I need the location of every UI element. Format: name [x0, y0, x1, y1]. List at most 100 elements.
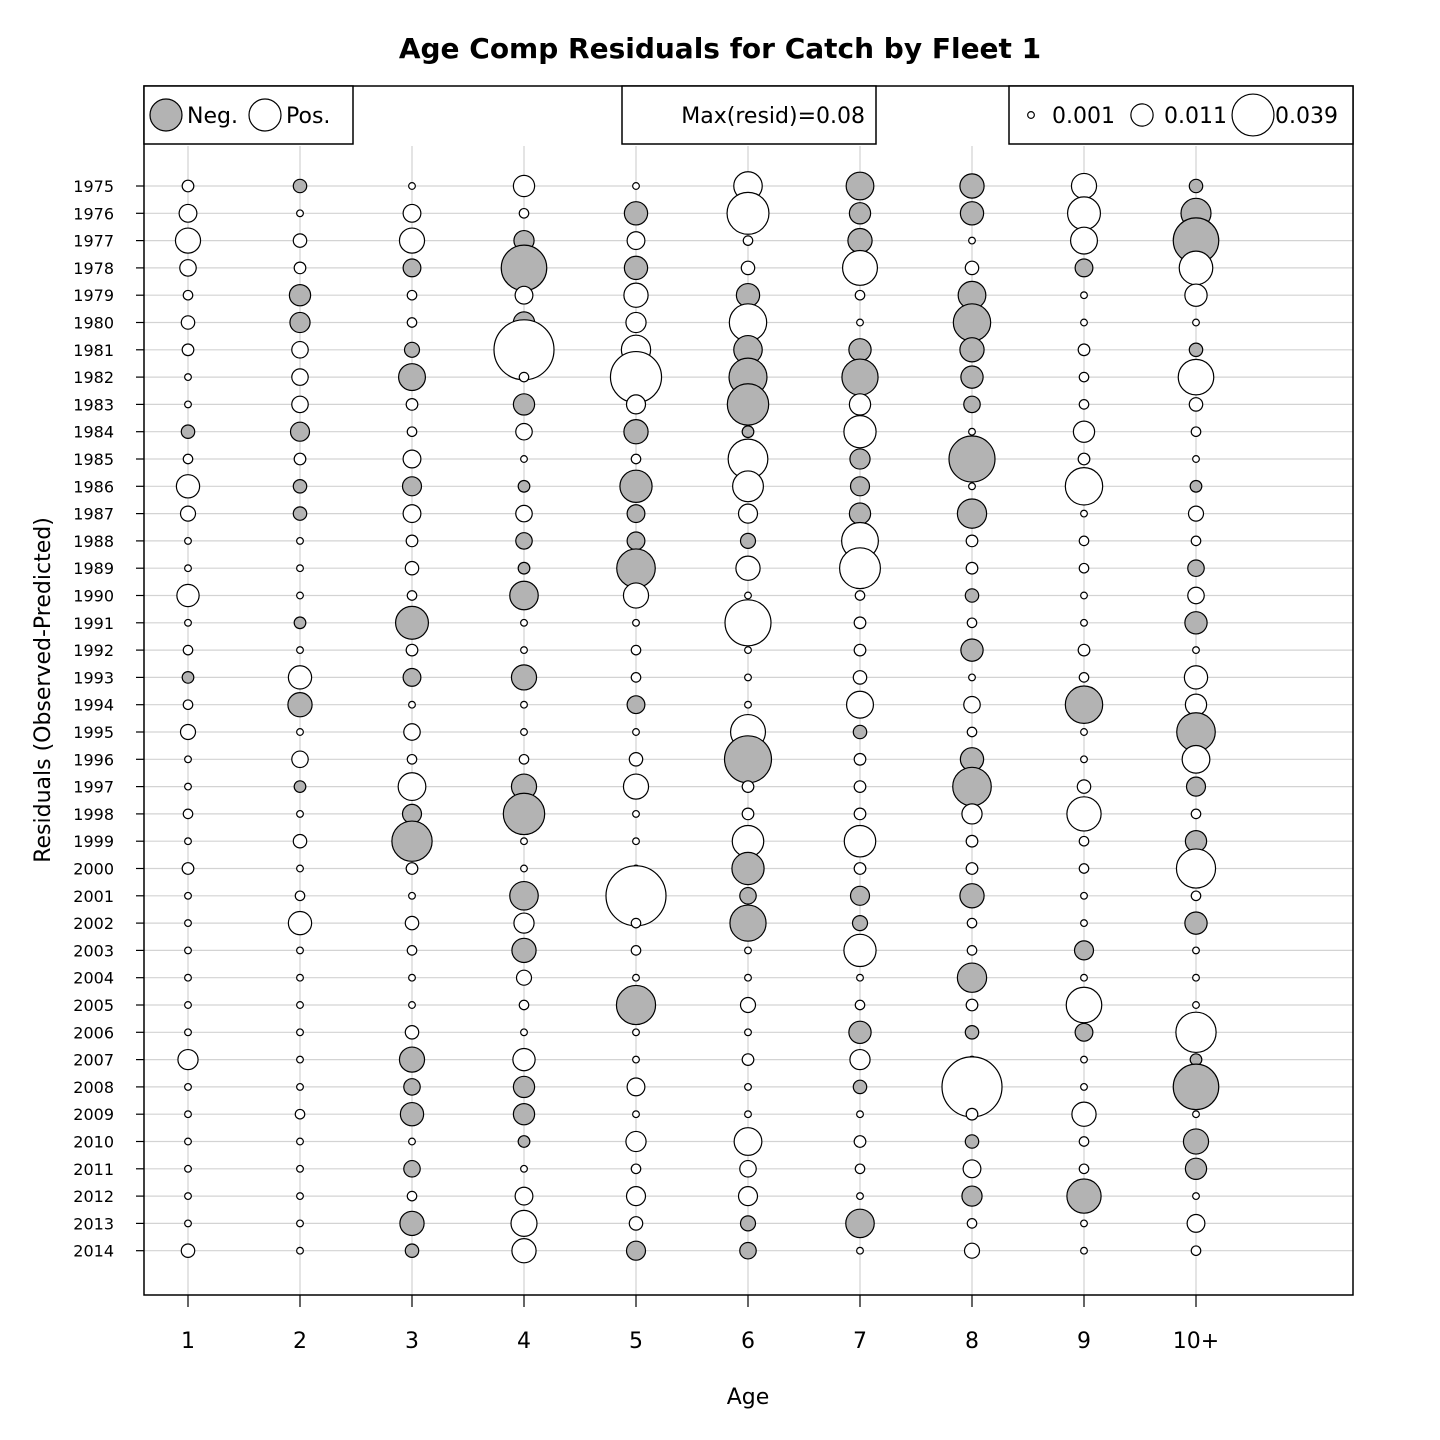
- residual-bubble: [741, 1053, 755, 1067]
- residual-bubble: [616, 548, 656, 589]
- residual-bubble: [733, 1127, 763, 1156]
- residual-bubble: [630, 917, 642, 929]
- residual-bubble: [965, 998, 979, 1012]
- residual-bubble: [959, 337, 985, 363]
- residual-bubble: [181, 343, 195, 357]
- y-tick-label: 1996: [73, 750, 114, 769]
- y-tick-label: 1975: [73, 177, 114, 196]
- residual-bubble: [841, 358, 879, 396]
- y-tick-label: 1978: [73, 259, 114, 278]
- y-tick-label: 2000: [73, 860, 114, 879]
- residual-bubble: [292, 478, 308, 494]
- y-tick-label: 1998: [73, 805, 114, 824]
- residual-bubble: [520, 700, 528, 709]
- residual-bubble: [848, 338, 872, 362]
- residual-bubble: [404, 560, 420, 576]
- x-tick-labels: 1 2 3 4 5 6 7 8 9 10+: [181, 1295, 1219, 1354]
- residual-bubble: [406, 289, 418, 301]
- residual-bubble: [849, 885, 871, 906]
- residual-bubble: [289, 311, 311, 334]
- legend-sizes: 0.001 0.011 0.039: [1008, 85, 1354, 145]
- residual-bubble: [739, 996, 757, 1014]
- residual-bubble: [293, 616, 307, 630]
- residual-bubble: [1187, 586, 1205, 605]
- residual-bubble: [744, 1110, 752, 1119]
- residual-bubble: [1073, 940, 1095, 961]
- residual-bubble: [293, 780, 307, 794]
- bubbles: [174, 171, 1220, 1264]
- y-tick-label: 1990: [73, 587, 114, 606]
- residual-bubble: [843, 824, 877, 858]
- residual-bubble: [404, 1243, 420, 1259]
- residual-bubble: [966, 1218, 978, 1229]
- residual-bubble: [512, 1047, 536, 1072]
- residual-bubble: [398, 1046, 426, 1073]
- x-axis-label: Age: [727, 1385, 770, 1410]
- y-tick-label: 1982: [73, 368, 114, 387]
- residual-bubble: [1080, 618, 1088, 627]
- residual-bubble: [515, 504, 533, 523]
- legend-size-marker-0: [1027, 111, 1035, 119]
- residual-bubble: [1190, 1245, 1202, 1257]
- y-tick-label: 1991: [73, 614, 114, 633]
- residual-bubble: [403, 1159, 421, 1178]
- residual-bubble: [741, 425, 755, 439]
- legend-max-label: Max(resid)=0.08: [681, 104, 865, 129]
- chart-title: Age Comp Residuals for Catch by Fleet 1: [399, 32, 1041, 65]
- residual-bubble: [296, 591, 304, 600]
- residual-bubble: [520, 646, 528, 655]
- residual-bubble: [856, 318, 864, 327]
- residual-bubble: [288, 283, 312, 307]
- residual-bubble: [966, 917, 978, 929]
- residual-bubble: [1192, 1001, 1200, 1009]
- residual-bubble: [849, 448, 871, 470]
- residual-bubble: [398, 227, 426, 254]
- residual-bubble: [1078, 399, 1090, 410]
- y-tick-label: 2014: [73, 1242, 114, 1261]
- y-tick-label: 1983: [73, 395, 114, 414]
- x-tick-label: 7: [853, 1329, 867, 1354]
- residual-bubble: [965, 834, 979, 848]
- residual-bubble: [296, 646, 304, 655]
- residual-bubble: [744, 1082, 752, 1091]
- residual-bubble: [843, 933, 877, 968]
- residual-bubble: [515, 422, 533, 441]
- residual-bubble: [1172, 1063, 1220, 1111]
- residual-bubble: [625, 1130, 647, 1153]
- residual-bubble: [726, 383, 770, 426]
- residual-bubble: [296, 973, 304, 982]
- residual-bubble: [403, 723, 421, 741]
- residual-bubble: [1080, 509, 1088, 518]
- residual-bubble: [181, 179, 195, 193]
- residual-bubble: [408, 891, 416, 900]
- residual-bubble: [625, 394, 647, 415]
- residual-bubble: [853, 643, 867, 657]
- residual-bubble: [853, 807, 867, 821]
- x-tick-label: 6: [741, 1329, 755, 1354]
- residual-bubble: [397, 363, 427, 392]
- residual-bubble: [1178, 250, 1214, 286]
- residual-bubble: [961, 1185, 983, 1207]
- residual-bubble: [502, 792, 546, 836]
- residual-bubble: [176, 583, 200, 608]
- residual-bubble: [406, 945, 418, 956]
- residual-bubble: [737, 1186, 759, 1207]
- residual-bubble: [296, 536, 304, 545]
- residual-bubble: [838, 547, 881, 590]
- residual-bubble: [493, 319, 555, 381]
- residual-bubble: [184, 973, 192, 982]
- legend-size-label-0: 0.001: [1052, 104, 1115, 129]
- residual-bubble: [630, 453, 642, 465]
- x-tick-label: 4: [517, 1329, 531, 1354]
- residual-bubble: [854, 1163, 866, 1175]
- residual-bubble: [402, 203, 422, 223]
- residual-bubble: [623, 419, 649, 445]
- residual-bubble: [1080, 591, 1088, 600]
- y-tick-label: 2010: [73, 1133, 114, 1152]
- residual-bubble: [845, 1208, 875, 1239]
- residual-bubble: [626, 1077, 646, 1097]
- residual-bubble: [175, 474, 201, 499]
- x-tick-label: 3: [405, 1329, 419, 1354]
- residual-bubble: [1177, 358, 1215, 396]
- residual-bubble: [965, 534, 979, 548]
